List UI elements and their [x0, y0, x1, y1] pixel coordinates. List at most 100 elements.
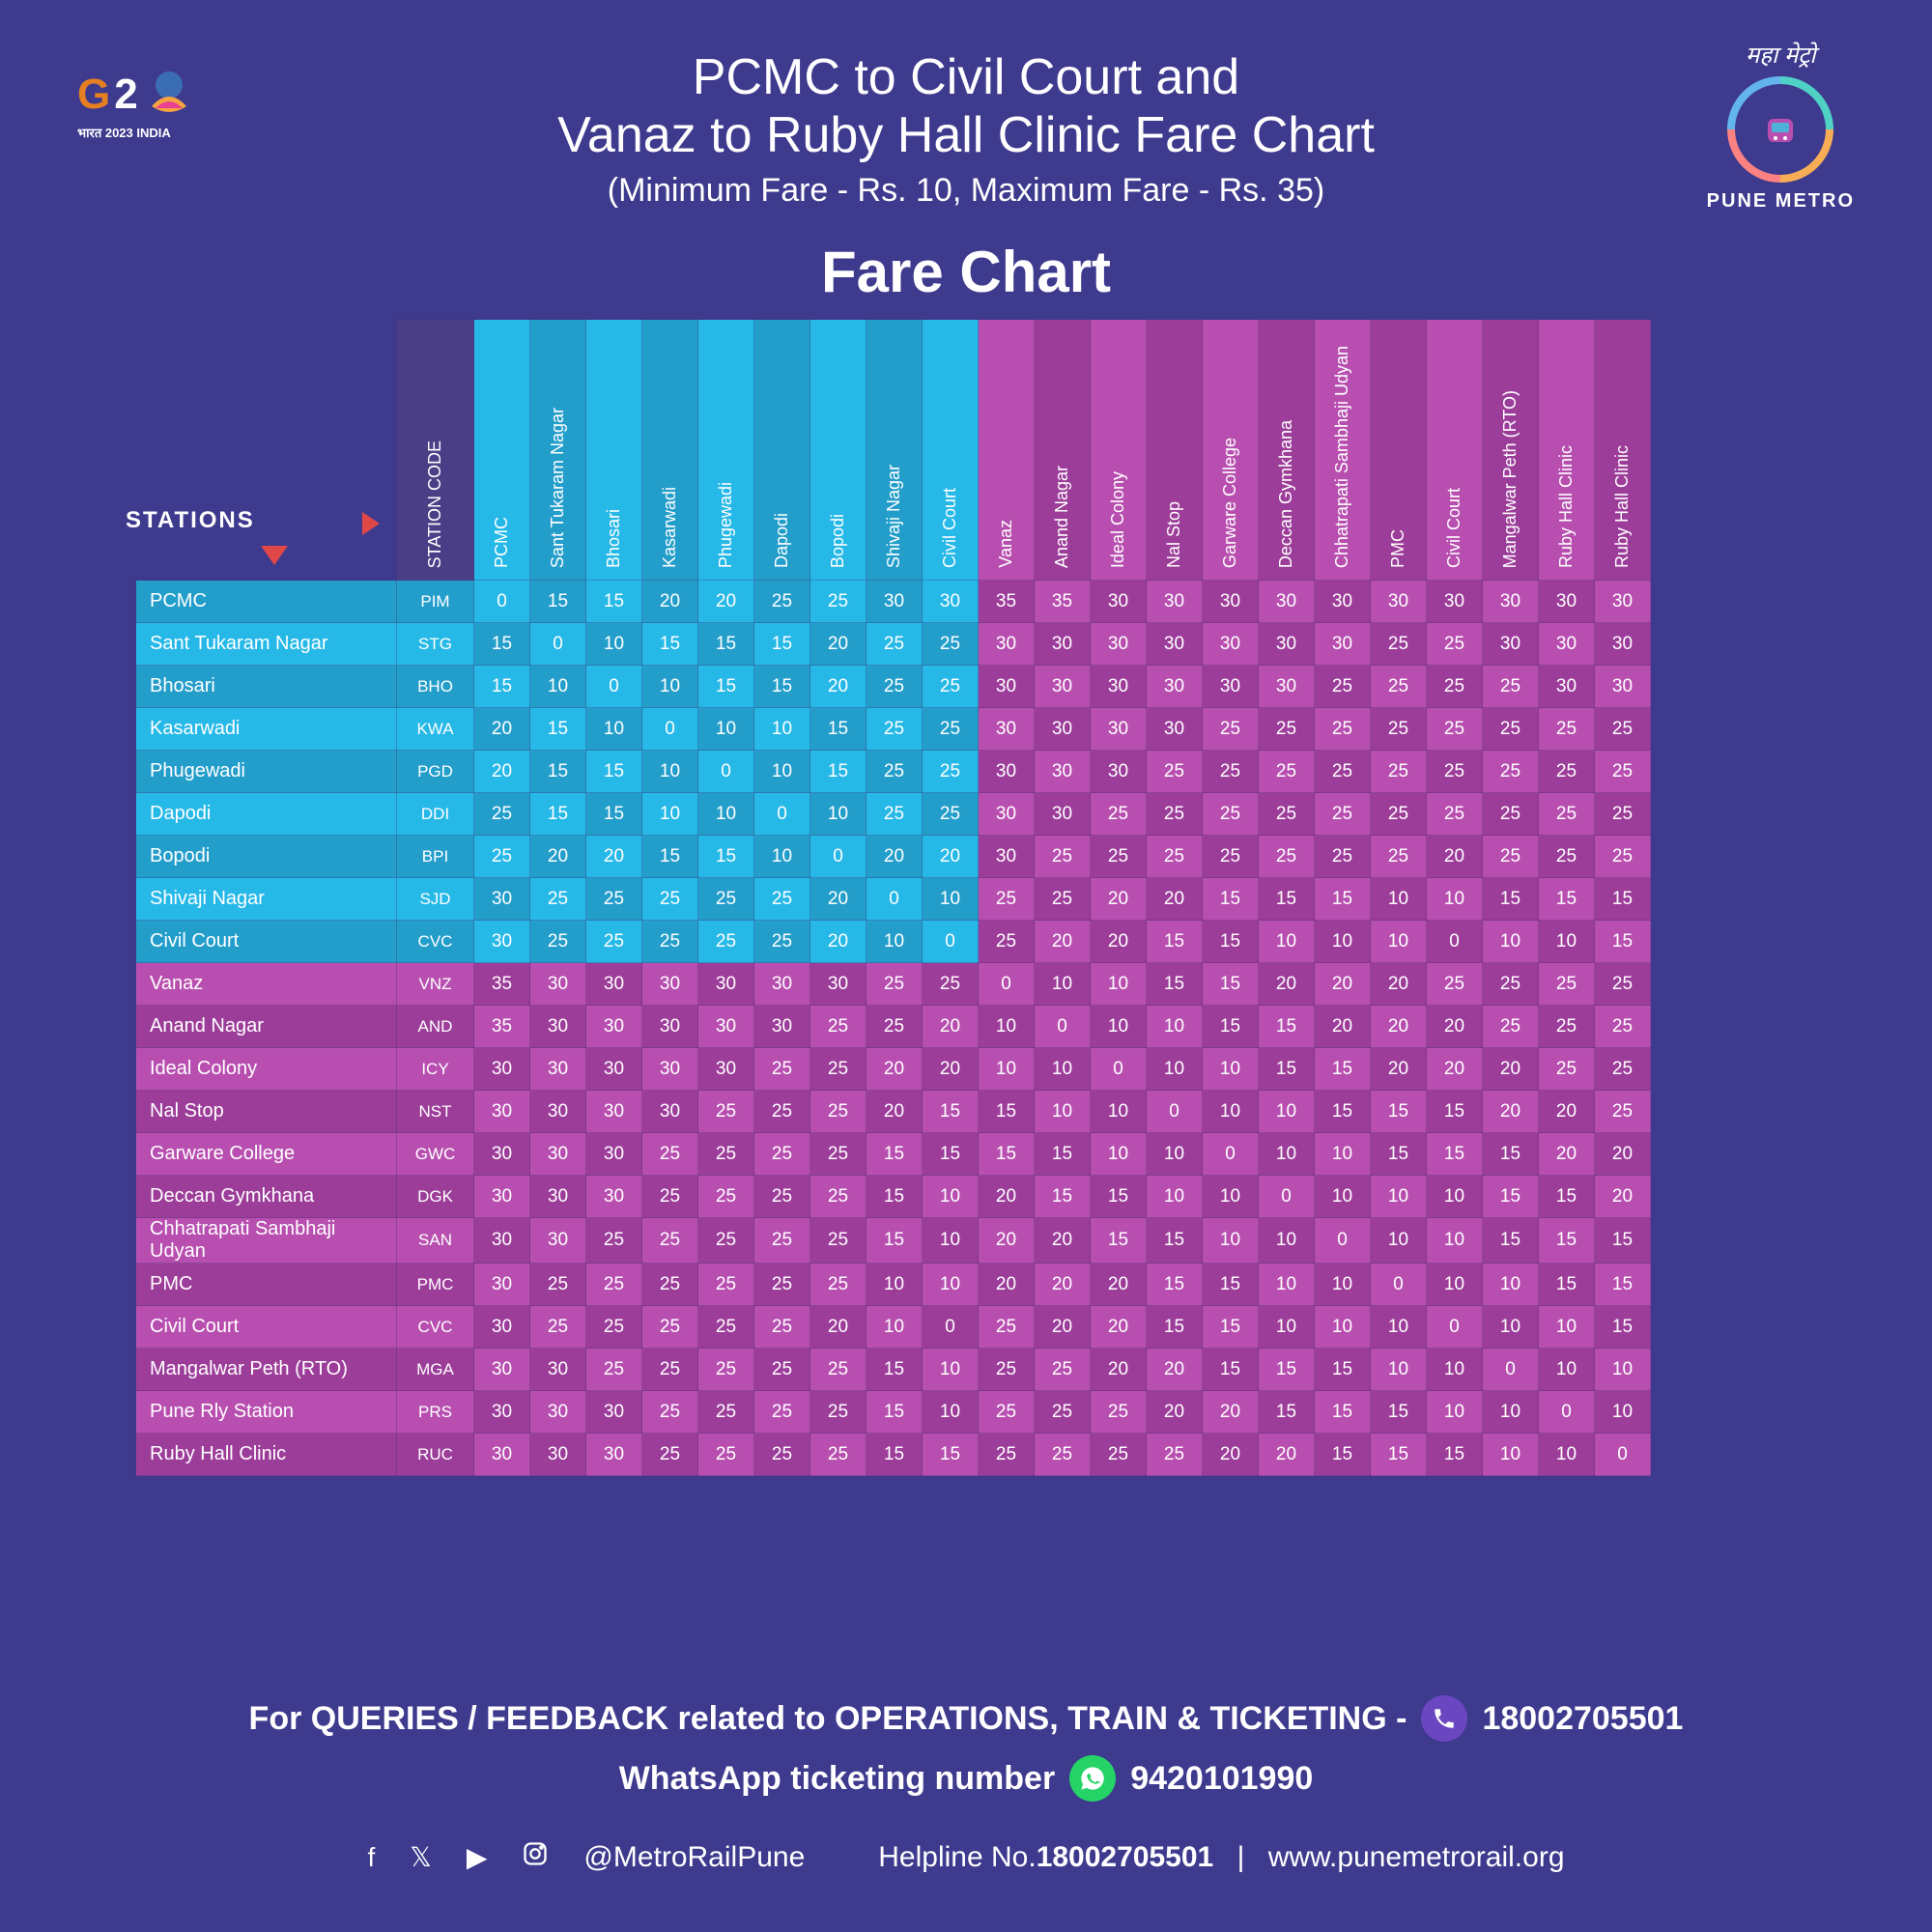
fare-cell: 25: [810, 1006, 867, 1048]
fare-cell: 25: [1035, 1434, 1091, 1476]
fare-cell: 10: [754, 708, 810, 751]
fare-cell: 10: [923, 1264, 979, 1306]
row-code: STG: [397, 623, 474, 666]
fare-cell: 15: [979, 1133, 1035, 1176]
instagram-icon[interactable]: [522, 1840, 549, 1874]
fare-cell: 30: [530, 1391, 586, 1434]
fare-cell: 15: [1483, 1218, 1539, 1264]
fare-cell: 25: [754, 878, 810, 921]
fare-cell: 25: [754, 581, 810, 623]
col-header: Bhosari: [586, 320, 642, 581]
fare-cell: 25: [642, 1434, 698, 1476]
fare-cell: 25: [810, 1133, 867, 1176]
fare-cell: 25: [979, 878, 1035, 921]
row-code: PGD: [397, 751, 474, 793]
fare-cell: 10: [867, 1306, 923, 1349]
fare-cell: 25: [923, 708, 979, 751]
fare-cell: 25: [1203, 751, 1259, 793]
x-icon[interactable]: 𝕏: [410, 1841, 432, 1873]
fare-cell: 15: [1595, 1264, 1651, 1306]
fare-cell: 0: [642, 708, 698, 751]
fare-cell: 15: [867, 1434, 923, 1476]
fare-cell: 15: [1203, 1306, 1259, 1349]
fare-cell: 15: [867, 1176, 923, 1218]
fare-cell: 25: [1371, 836, 1427, 878]
fare-cell: 10: [1259, 1133, 1315, 1176]
row-code: ICY: [397, 1048, 474, 1091]
row-name: Phugewadi: [136, 751, 397, 793]
fare-cell: 30: [1203, 581, 1259, 623]
col-header: PMC: [1371, 320, 1427, 581]
fare-cell: 25: [810, 581, 867, 623]
fare-cell: 10: [1091, 963, 1147, 1006]
fare-cell: 15: [1203, 1264, 1259, 1306]
fare-cell: 25: [642, 1391, 698, 1434]
fare-cell: 0: [530, 623, 586, 666]
fare-cell: 25: [698, 1176, 754, 1218]
fare-cell: 15: [867, 1133, 923, 1176]
fare-cell: 30: [923, 581, 979, 623]
fare-cell: 15: [1371, 1434, 1427, 1476]
fare-cell: 15: [530, 708, 586, 751]
fare-cell: 30: [474, 878, 530, 921]
row-code: CVC: [397, 1306, 474, 1349]
fare-cell: 15: [1147, 1264, 1203, 1306]
fare-cell: 25: [1483, 1006, 1539, 1048]
fare-cell: 25: [698, 1391, 754, 1434]
fare-cell: 30: [586, 1434, 642, 1476]
fare-cell: 15: [1427, 1434, 1483, 1476]
row-name: Nal Stop: [136, 1091, 397, 1133]
stations-label: STATIONS: [126, 507, 255, 534]
fare-cell: 15: [1427, 1091, 1483, 1133]
fare-cell: 25: [979, 921, 1035, 963]
row-name: Vanaz: [136, 963, 397, 1006]
fare-cell: 20: [1147, 1349, 1203, 1391]
fare-cell: 10: [1259, 1218, 1315, 1264]
fare-cell: 25: [1483, 963, 1539, 1006]
fare-cell: 10: [1595, 1391, 1651, 1434]
fare-cell: 20: [1539, 1133, 1595, 1176]
fare-cell: 30: [474, 1349, 530, 1391]
fare-cell: 15: [754, 666, 810, 708]
col-header: Phugewadi: [698, 320, 754, 581]
fare-cell: 20: [1371, 1006, 1427, 1048]
row-code: PRS: [397, 1391, 474, 1434]
fare-cell: 0: [586, 666, 642, 708]
fare-cell: 20: [1427, 1048, 1483, 1091]
fare-cell: 20: [1595, 1133, 1651, 1176]
fare-cell: 30: [474, 1306, 530, 1349]
social-handle: @MetroRailPune: [583, 1841, 805, 1874]
fare-cell: 10: [1035, 963, 1091, 1006]
fare-cell: 25: [586, 878, 642, 921]
fare-cell: 25: [698, 1264, 754, 1306]
fare-cell: 10: [1427, 1349, 1483, 1391]
fare-cell: 20: [1091, 878, 1147, 921]
fare-table-container: STATIONS STATION CODEPCMCSant Tukaram Na…: [135, 319, 1651, 1476]
facebook-icon[interactable]: f: [367, 1842, 375, 1873]
fare-cell: 25: [642, 921, 698, 963]
fare-cell: 25: [1483, 666, 1539, 708]
fare-cell: 30: [1091, 751, 1147, 793]
row-name: Mangalwar Peth (RTO): [136, 1349, 397, 1391]
fare-cell: 25: [754, 1306, 810, 1349]
fare-cell: 15: [474, 666, 530, 708]
fare-cell: 30: [1035, 751, 1091, 793]
fare-cell: 10: [586, 708, 642, 751]
fare-cell: 30: [530, 1176, 586, 1218]
fare-cell: 25: [923, 793, 979, 836]
fare-cell: 20: [1595, 1176, 1651, 1218]
fare-cell: 20: [1091, 1349, 1147, 1391]
col-header: Sant Tukaram Nagar: [530, 320, 586, 581]
fare-cell: 25: [698, 1091, 754, 1133]
fare-cell: 25: [642, 878, 698, 921]
fare-cell: 20: [1483, 1091, 1539, 1133]
fare-cell: 15: [642, 623, 698, 666]
fare-cell: 0: [1315, 1218, 1371, 1264]
fare-cell: 15: [1259, 1391, 1315, 1434]
fare-cell: 25: [1203, 708, 1259, 751]
fare-cell: 10: [1315, 921, 1371, 963]
fare-cell: 10: [1483, 1306, 1539, 1349]
fare-cell: 15: [1147, 1306, 1203, 1349]
fare-cell: 20: [1315, 1006, 1371, 1048]
youtube-icon[interactable]: ▶: [467, 1841, 488, 1873]
